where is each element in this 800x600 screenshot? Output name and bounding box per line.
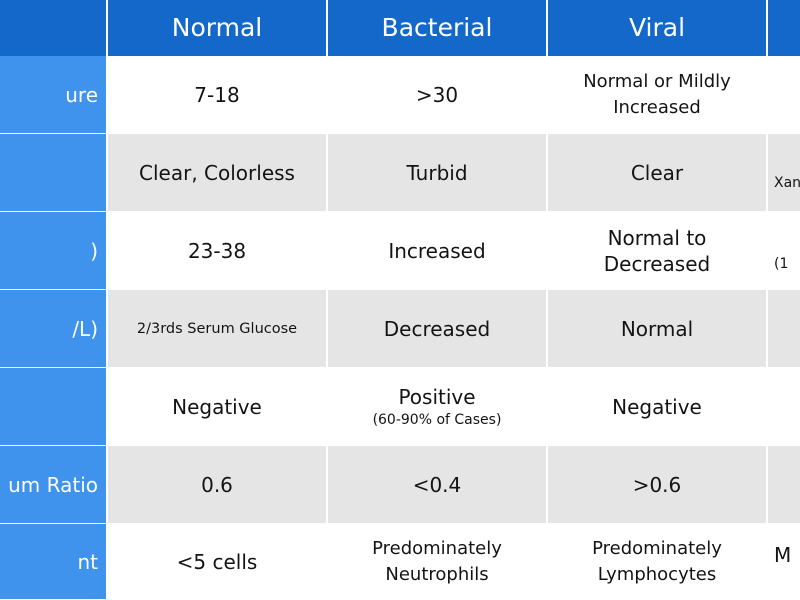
- header-viral: Viral: [548, 0, 766, 56]
- cell-line: Neutrophils: [385, 563, 489, 585]
- cell-line: Normal to: [607, 225, 707, 250]
- row-label-glucose: /L): [0, 290, 106, 368]
- cell-gram-bacterial: Positive (60-90% of Cases): [328, 368, 546, 446]
- cell-gram-viral: Negative: [548, 368, 766, 446]
- header-corner: [0, 0, 106, 56]
- cell-appearance-viral: Clear: [548, 134, 766, 212]
- row-label-pressure: ure: [0, 56, 106, 134]
- cell-gram-normal: Negative: [108, 368, 326, 446]
- cell-appearance-normal: Clear, Colorless: [108, 134, 326, 212]
- cell-ratio-partial: [768, 446, 800, 524]
- cell-count-partial: M: [768, 524, 800, 600]
- cell-pressure-normal: 7-18: [108, 56, 326, 134]
- cell-subtext: (60-90% of Cases): [372, 411, 502, 428]
- row-label-serum-ratio: um Ratio: [0, 446, 106, 524]
- cell-count-bacterial: Predominately Neutrophils: [328, 524, 546, 600]
- row-label-gram-stain: [0, 368, 106, 446]
- cell-line: Positive: [398, 384, 476, 409]
- cell-line: Predominately: [372, 537, 502, 559]
- row-label-cell-count: nt: [0, 524, 106, 600]
- cell-line: Lymphocytes: [597, 563, 717, 585]
- cell-line: Increased: [613, 96, 701, 118]
- cell-glucose-bacterial: Decreased: [328, 290, 546, 368]
- cell-count-viral: Predominately Lymphocytes: [548, 524, 766, 600]
- cell-glucose-partial: [768, 290, 800, 368]
- header-partial: [768, 0, 800, 56]
- header-normal: Normal: [108, 0, 326, 56]
- cell-line: Normal or Mildly: [583, 70, 731, 92]
- cell-ratio-normal: 0.6: [108, 446, 326, 524]
- cell-protein-partial: (1: [768, 212, 800, 290]
- cell-glucose-normal: 2/3rds Serum Glucose: [108, 290, 326, 368]
- cell-ratio-bacterial: <0.4: [328, 446, 546, 524]
- cell-appearance-bacterial: Turbid: [328, 134, 546, 212]
- cell-line: Decreased: [603, 251, 711, 276]
- cell-protein-viral: Normal to Decreased: [548, 212, 766, 290]
- cell-ratio-viral: >0.6: [548, 446, 766, 524]
- cell-glucose-viral: Normal: [548, 290, 766, 368]
- cell-appearance-partial: Xan: [768, 134, 800, 212]
- cell-protein-normal: 23-38: [108, 212, 326, 290]
- cell-count-normal: <5 cells: [108, 524, 326, 600]
- cell-protein-bacterial: Increased: [328, 212, 546, 290]
- cell-pressure-partial: [768, 56, 800, 134]
- cell-pressure-bacterial: >30: [328, 56, 546, 134]
- header-bacterial: Bacterial: [328, 0, 546, 56]
- row-label-appearance: [0, 134, 106, 212]
- cell-pressure-viral: Normal or Mildly Increased: [548, 56, 766, 134]
- row-label-protein: ): [0, 212, 106, 290]
- cell-line: Predominately: [592, 537, 722, 559]
- cell-gram-partial: [768, 368, 800, 446]
